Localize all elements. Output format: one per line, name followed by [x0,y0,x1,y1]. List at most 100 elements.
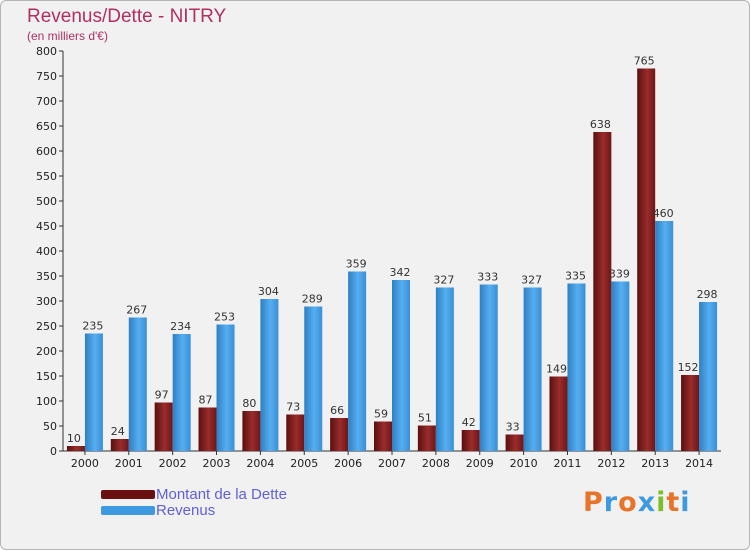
y-tick-label: 50 [43,420,57,433]
bar-dette [374,421,392,451]
legend-swatch-revenus [101,506,155,515]
bar-dette-value-label: 10 [67,432,81,445]
bar-dette [637,68,656,451]
bar-dette-value-label: 33 [506,421,520,434]
y-tick-label: 150 [36,370,57,383]
y-tick-label: 700 [36,95,57,108]
bar-revenus [260,299,279,451]
y-tick-label: 750 [36,70,57,83]
legend-label-revenus: Revenus [156,502,216,519]
bar-revenus-value-label: 327 [521,274,542,287]
y-tick-label: 400 [36,245,57,258]
y-tick-label: 300 [36,295,57,308]
legend-label-dette: Montant de la Dette [156,486,287,503]
bar-revenus-value-label: 235 [82,320,103,333]
x-tick-label: 2011 [553,457,581,470]
bar-dette-value-label: 51 [418,412,432,425]
y-tick-label: 100 [36,395,57,408]
logo-letter: x [637,487,657,518]
bar-dette [505,434,524,451]
x-tick-label: 2008 [422,457,450,470]
bar-revenus [655,221,674,451]
proxiti-logo: Proxiti [583,487,691,518]
bar-dette [681,375,700,451]
x-tick-label: 2014 [685,457,713,470]
x-tick-label: 2001 [115,457,143,470]
bar-dette-value-label: 80 [242,397,256,410]
y-tick-label: 500 [36,195,57,208]
bar-revenus [392,280,410,451]
bar-revenus-value-label: 304 [258,285,279,298]
bar-revenus [523,287,542,451]
bar-revenus [84,333,103,451]
y-tick-label: 450 [36,220,57,233]
bar-dette [330,418,349,451]
x-tick-label: 2004 [246,457,274,470]
bar-revenus [304,306,323,451]
bar-dette [198,407,217,451]
bar-revenus-value-label: 359 [346,258,367,271]
logo-letter: t [666,487,681,518]
bar-revenus-value-label: 253 [214,311,235,324]
y-tick-label: 800 [36,45,57,58]
bar-revenus-value-label: 460 [653,207,674,220]
bar-revenus [216,324,235,451]
x-tick-label: 2000 [71,457,99,470]
bar-revenus [611,281,630,451]
bar-dette-value-label: 87 [199,394,213,407]
legend-swatch-dette [101,490,155,499]
y-tick-label: 600 [36,145,57,158]
bar-dette-value-label: 66 [330,404,344,417]
y-tick-label: 0 [50,445,57,458]
bar-revenus [479,284,498,451]
chart-title: Revenus/Dette - NITRY [27,6,227,27]
y-tick-label: 550 [36,170,57,183]
bar-dette [417,425,436,451]
bar-revenus [567,283,586,451]
chart-bars [66,68,718,451]
logo-letter: i [680,487,691,518]
bar-revenus-value-label: 342 [390,266,411,279]
bar-revenus [348,271,367,451]
bar-dette [154,402,173,451]
bar-revenus-value-label: 298 [697,288,718,301]
x-tick-label: 2006 [334,457,362,470]
bar-dette [593,132,612,451]
chart-subtitle: (en milliers d'€) [27,29,108,43]
bar-revenus [699,302,718,451]
bar-dette [461,430,480,451]
bar-dette-value-label: 97 [155,389,169,402]
bar-revenus-value-label: 289 [302,293,323,306]
logo-letter: P [583,487,604,518]
bar-revenus-value-label: 339 [609,268,630,281]
bar-dette-value-label: 149 [546,363,567,376]
x-tick-label: 2012 [597,457,625,470]
bar-dette-value-label: 73 [286,401,300,414]
bar-revenus-value-label: 335 [565,270,586,283]
bar-revenus-value-label: 234 [170,320,191,333]
y-tick-label: 350 [36,270,57,283]
x-tick-label: 2013 [641,457,669,470]
y-tick-label: 250 [36,320,57,333]
logo-letter: o [618,487,638,518]
logo-letter: r [603,487,619,518]
x-tick-label: 2007 [378,457,406,470]
bar-revenus [435,287,454,451]
x-tick-label: 2003 [203,457,231,470]
x-tick-label: 2005 [290,457,318,470]
x-tick-label: 2002 [159,457,187,470]
bar-dette [286,414,305,451]
bar-dette-value-label: 42 [462,416,476,429]
bar-dette-value-label: 152 [678,361,699,374]
bar-dette [110,439,129,451]
bar-revenus-value-label: 267 [126,304,147,317]
chart-labels: 10 235 24 267 97 234 87 253 80 304 73 289 66 359 59 342… [67,55,718,446]
bar-dette-value-label: 638 [590,118,611,131]
bar-dette-value-label: 24 [111,425,125,438]
y-tick-label: 200 [36,345,57,358]
x-tick-label: 2010 [510,457,538,470]
bar-dette-value-label: 59 [374,408,388,421]
bar-revenus-value-label: 327 [433,274,454,287]
